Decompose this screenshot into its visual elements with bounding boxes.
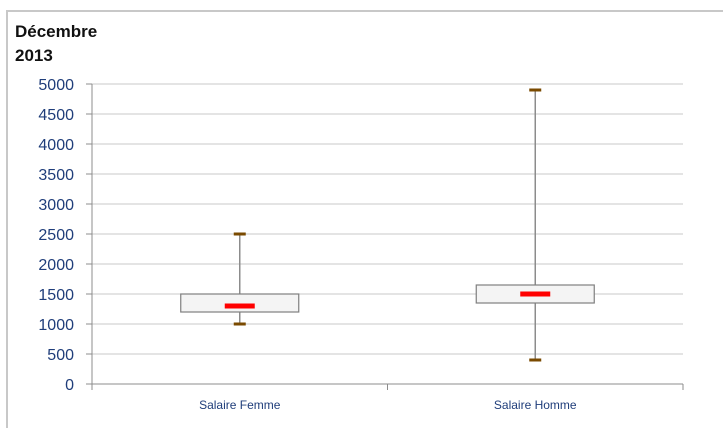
y-tick-label: 3500	[38, 167, 74, 184]
chart-title: Décembre 2013	[15, 20, 135, 68]
chart-title-line-1: Décembre	[15, 22, 98, 41]
y-tick-label: 2500	[38, 227, 74, 244]
box-0	[180, 232, 300, 326]
axis-layer: 0 500 1000 1500 2000 2500 3000 3500 4000 4500 5000…	[38, 77, 684, 412]
y-tick-label: 500	[47, 347, 74, 364]
y-tick-label: 3000	[38, 197, 74, 214]
chart-frame-left	[6, 10, 8, 428]
y-tick-label: 0	[65, 377, 74, 394]
y-tick-label: 4000	[38, 137, 74, 154]
y-tick-label: 1500	[38, 287, 74, 304]
iqr-box	[180, 293, 300, 313]
y-tick-label: 4500	[38, 107, 74, 124]
y-tick-label: 5000	[38, 77, 74, 94]
x-category-label: Salaire Homme	[494, 398, 577, 412]
box-1	[475, 88, 595, 362]
chart-title-line-2: 2013	[15, 46, 53, 65]
chart-frame-top	[6, 10, 723, 12]
y-tick-label: 2000	[38, 257, 74, 274]
x-category-label: Salaire Femme	[199, 398, 281, 412]
box-layer	[180, 88, 595, 362]
grid-layer	[92, 83, 683, 355]
y-tick-label: 1000	[38, 317, 74, 334]
